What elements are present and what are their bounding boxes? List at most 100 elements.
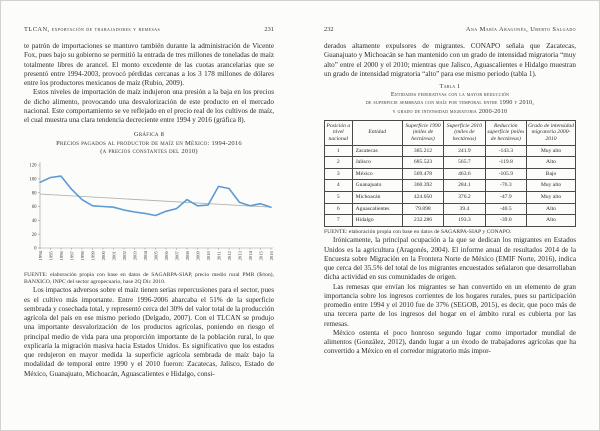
svg-text:2006: 2006 [164, 251, 169, 261]
table-cell: 1 [324, 144, 353, 158]
svg-text:80: 80 [32, 192, 37, 197]
svg-text:40: 40 [32, 220, 37, 225]
paragraph: Irónicamente, la principal ocupación a l… [324, 236, 576, 282]
table-cell: Alto [526, 156, 576, 169]
table-row: 2 Jalisco 685.523 565.7 -119.8 Alto [324, 156, 576, 169]
paragraph: derados altamente expulsores de migrante… [324, 42, 576, 78]
left-page-header: TLCAN, exportación de trabajadores y rem… [24, 26, 274, 33]
maize-price-chart: 0 20 40 60 80 100 120 1994 1995 1996 1997 1998 1999 2… [29, 162, 274, 261]
table-cell: Bajo [526, 167, 576, 181]
svg-text:2007: 2007 [174, 251, 179, 261]
table-row: 3 México 569.478 463.6 -105.9 Bajo [324, 167, 576, 181]
table-cell: 284.1 [443, 179, 486, 192]
svg-text:100: 100 [29, 178, 37, 183]
table-cell: 193.3 [443, 214, 486, 227]
table-label: Tabla 1 [439, 83, 461, 90]
svg-text:20: 20 [32, 233, 37, 238]
column-header: Posición a nivel nacional [324, 119, 353, 146]
running-title-right: Ana María Aragonés, Uberto Salgado [465, 26, 576, 33]
svg-text:2011: 2011 [216, 251, 221, 261]
table-cell: Alto [526, 214, 576, 227]
table-cell: 3 [324, 167, 353, 181]
paragraph: te patrón de importaciones se mantuvo ta… [24, 42, 274, 87]
table-cell: 2 [324, 156, 353, 169]
left-page: TLCAN, exportación de trabajadores y rem… [1, 1, 301, 430]
table-cell: 5 [324, 190, 353, 204]
paragraph: Estos niveles de importación de maíz ind… [24, 88, 274, 124]
running-title-left: TLCAN, exportación de trabajadores y rem… [24, 26, 161, 33]
svg-text:2014: 2014 [248, 251, 253, 261]
trend-line [39, 194, 272, 209]
svg-text:2013: 2013 [237, 251, 242, 261]
chart-subtitle: (a precios constantes del 2010) [100, 148, 198, 156]
column-header: Reducción superficie (miles de hectáreas… [484, 119, 528, 146]
table-cell: 4 [324, 179, 353, 192]
y-axis-labels: 0 20 40 60 80 100 120 [29, 164, 40, 252]
right-page-header: 232 Ana María Aragonés, Uberto Salgado [324, 26, 576, 33]
svg-text:2009: 2009 [195, 251, 200, 261]
table-title-line: y grado de intensidad migratoria 2000-20… [392, 107, 508, 115]
table-cell: 685.523 [401, 156, 445, 169]
table-header-row: Posición a nivel nacional Entidad Superfic… [324, 119, 576, 146]
table-cell: 241.9 [443, 144, 486, 158]
svg-text:2003: 2003 [132, 251, 137, 261]
svg-text:1994: 1994 [38, 251, 43, 261]
table-cell: Zacatecas [351, 144, 403, 158]
column-header: Superficie 2010 (miles de hectáreas) [443, 119, 486, 146]
table-cell: Michoacán [351, 190, 403, 204]
chart-source: FUENTE: elaboración propia con base en d… [24, 272, 274, 286]
column-header: Superficie 1990 (miles de hectáreas) [401, 119, 445, 146]
svg-text:2004: 2004 [143, 251, 148, 261]
table-cell: 376.2 [443, 190, 486, 204]
svg-text:2012: 2012 [227, 251, 232, 261]
svg-text:2010: 2010 [206, 251, 211, 261]
svg-text:2008: 2008 [185, 251, 190, 261]
table-cell: 39.4 [443, 202, 486, 216]
column-header: Grado de intensidad migratoria 2000-2010 [526, 119, 576, 146]
svg-text:2001: 2001 [111, 251, 116, 261]
chart-label: Gráfica 8 [133, 131, 165, 139]
table-cell: 569.478 [401, 167, 445, 181]
table-cell: 565.7 [443, 156, 486, 169]
table-cell: 6 [324, 202, 353, 216]
chart-axes [39, 162, 273, 249]
table-row: 5 Michoacán 424.050 376.2 -47.9 Muy alto [324, 190, 576, 204]
table-cell: 463.6 [443, 167, 486, 181]
svg-text:2015: 2015 [258, 251, 263, 261]
table-cell: 79.898 [401, 202, 445, 216]
svg-text:1999: 1999 [90, 251, 95, 261]
chart-title: Precios pagados al productor de maíz en … [56, 139, 242, 147]
price-line [39, 175, 272, 217]
table-cell: Muy alto [526, 190, 576, 204]
svg-text:2002: 2002 [122, 251, 127, 261]
table-cell: -39.0 [484, 214, 528, 227]
table-cell: 7 [324, 214, 353, 227]
svg-text:2005: 2005 [153, 251, 158, 261]
svg-text:60: 60 [32, 206, 37, 211]
table-cell: Muy alto [526, 179, 576, 192]
svg-text:120: 120 [29, 164, 37, 169]
table-cell: Muy alto [526, 144, 576, 158]
table-block: Tabla 1 Entidades federativas con la may… [324, 83, 576, 236]
svg-text:1998: 1998 [80, 251, 85, 261]
table-row: 4 Guanajuato 360.392 284.1 -76.3 Muy alto [324, 179, 576, 192]
right-page: 232 Ana María Aragonés, Uberto Salgado d… [301, 1, 599, 430]
table-row: 7 Hidalgo 232.286 193.3 -39.0 Alto [324, 214, 576, 227]
table-row: 1 Zacatecas 385.212 241.9 -143.3 Muy alto [324, 144, 576, 158]
table-cell: -105.9 [484, 167, 528, 181]
svg-text:2016: 2016 [269, 251, 274, 261]
table-cell: Hidalgo [351, 214, 403, 227]
table-cell: México [351, 167, 403, 181]
table-cell: 360.392 [401, 179, 445, 192]
table-cell: Aguascalientes [351, 202, 403, 216]
page-number-right: 232 [324, 26, 334, 33]
svg-text:0: 0 [34, 247, 37, 252]
svg-text:1995: 1995 [48, 251, 53, 261]
table-cell: Alto [526, 202, 576, 216]
table-cell: -40.5 [484, 202, 528, 216]
table-cell: 385.212 [401, 144, 445, 158]
table-source: FUENTE: elaboración propia con base en d… [324, 229, 512, 236]
table-cell: -76.3 [484, 179, 528, 192]
table-title-line: Entidades federativas con la mayor reduc… [390, 91, 510, 99]
